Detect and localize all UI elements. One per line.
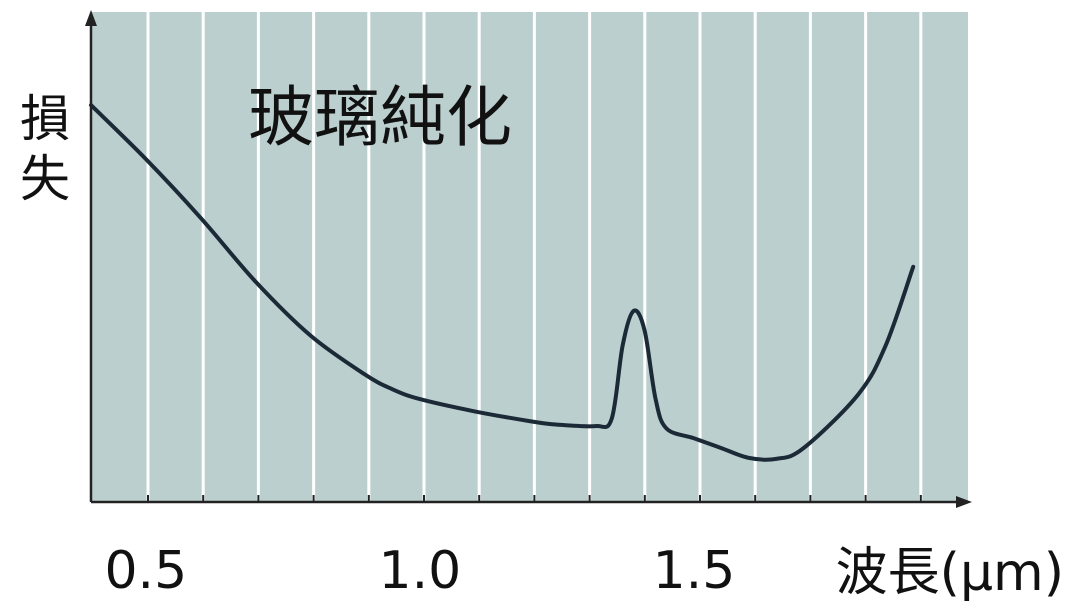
y-axis-arrow bbox=[85, 10, 97, 26]
x-tick-label: 1.0 bbox=[379, 541, 462, 601]
gridlines bbox=[146, 12, 923, 502]
plot-background bbox=[91, 12, 968, 502]
loss-curve-line bbox=[89, 103, 916, 462]
x-tick-label: 0.5 bbox=[104, 541, 187, 601]
x-axis-label: 波長(μm) bbox=[836, 543, 1064, 602]
chart-title: 玻璃純化 bbox=[248, 79, 512, 156]
x-tick-labels: 0.5 1.0 1.5 bbox=[104, 541, 735, 601]
x-axis-arrow bbox=[956, 496, 972, 508]
x-tick-label: 1.5 bbox=[653, 541, 736, 601]
x-tick-marks bbox=[147, 495, 922, 502]
y-axis-label: 損失 bbox=[20, 90, 70, 208]
